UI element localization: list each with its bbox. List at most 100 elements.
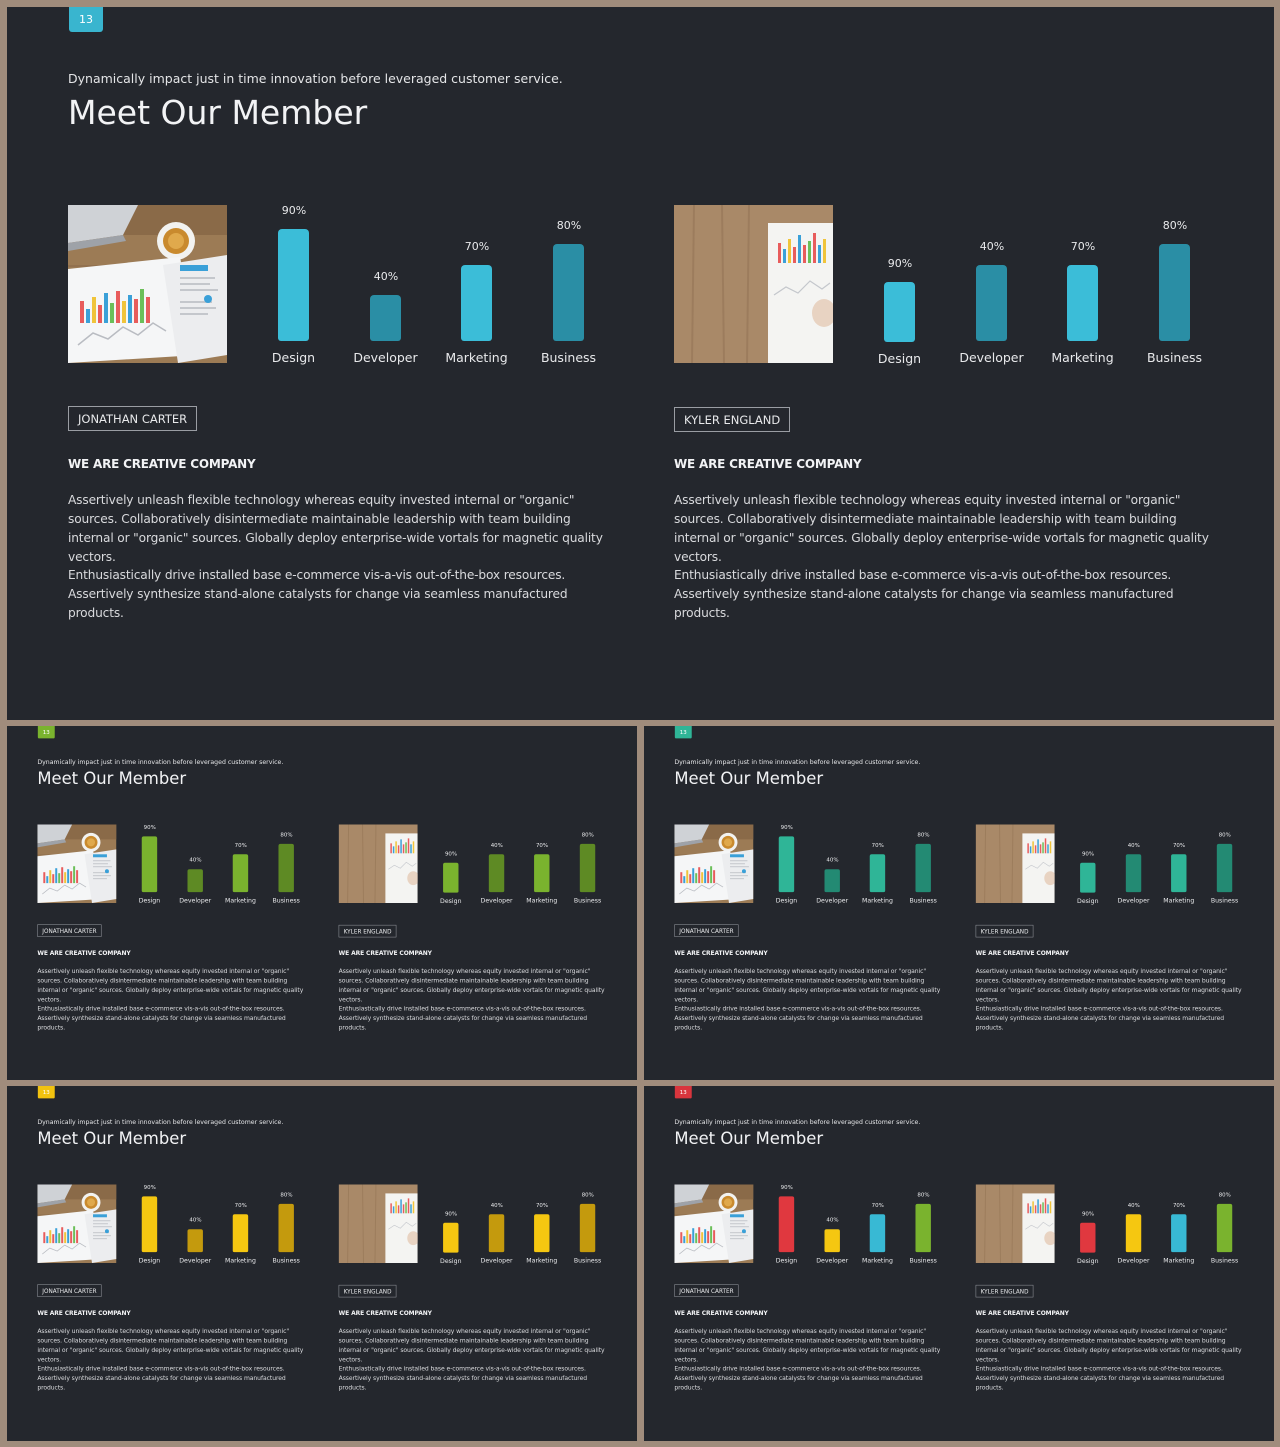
bar-value-label: 90% [143, 823, 156, 831]
slide-number-badge: 13 [674, 726, 692, 739]
bar-value-label: 40% [189, 856, 202, 864]
bar-rect [1216, 1203, 1233, 1253]
slide-content: 13 Dynamically impact just in time innov… [644, 726, 1274, 1080]
bar-rect [278, 229, 309, 341]
bar-category-label: Business [909, 1256, 937, 1265]
slide-title: Meet Our Member [68, 93, 368, 132]
company-heading: WE ARE CREATIVE COMPANY [975, 1309, 1069, 1317]
member-description-paragraph: Assertively unleash flexible technology … [37, 967, 304, 1003]
bar-rect [915, 843, 931, 893]
member-card-kyler-england: 90% Design 40% Developer 70% Marketing 80% Busi… [975, 726, 1274, 1080]
slide[interactable]: 13 Dynamically impact just in time innov… [644, 726, 1274, 1080]
bar-value-label: 80% [1162, 219, 1188, 232]
slide[interactable]: 13 Dynamically impact just in time innov… [7, 7, 1274, 720]
member-description-paragraph: Assertively unleash flexible technology … [37, 1327, 304, 1363]
bar-rect [278, 1203, 294, 1253]
bar-category-label: Design [1077, 1257, 1099, 1265]
bar-category-label: Design [440, 897, 462, 905]
bar-value-label: 80% [280, 831, 293, 838]
bar-value-label: 70% [1172, 841, 1186, 849]
bar-value-label: 80% [556, 219, 582, 232]
bar-value-label: 80% [1218, 1191, 1231, 1198]
member-photo [338, 1184, 418, 1264]
wood-desk-report-photo [975, 824, 1055, 904]
bar-rect [579, 1203, 596, 1253]
slide-number-badge: 13 [37, 1086, 55, 1099]
laptop-coffee-report-photo [37, 1184, 117, 1264]
member-photo [37, 824, 117, 904]
bar-category-label: Business [1210, 896, 1239, 905]
member-name-tag: KYLER ENGLAND [674, 407, 791, 432]
bar-category-label: Design [775, 1256, 798, 1265]
skills-bar-chart: 90% Design 40% Developer 70% Marketing 80% Busi… [674, 1086, 972, 1441]
bar-category-label: Marketing [861, 896, 893, 905]
slide[interactable]: 13 Dynamically impact just in time innov… [644, 1086, 1274, 1441]
skills-bar-chart: 90% Design 40% Developer 70% Marketing 80% Busi… [339, 726, 637, 1080]
member-description-paragraph: Enthusiastically drive installed base e-… [68, 568, 568, 620]
bar-value-label: 70% [1070, 240, 1096, 253]
bar-rect [976, 265, 1007, 341]
bar-value-label: 90% [281, 204, 307, 217]
wood-desk-report-photo [674, 205, 833, 363]
bar-category-label: Marketing [1051, 350, 1114, 365]
bar-rect [579, 843, 596, 893]
bar-rect [534, 1214, 550, 1253]
member-name-tag: JONATHAN CARTER [37, 924, 102, 937]
member-card-kyler-england: 90% Design 40% Developer 70% Marketing 80% Busi… [975, 1086, 1274, 1441]
skills-bar-chart: 90% Design 40% Developer 70% Marketing 80% Busi… [674, 726, 972, 1080]
member-name-tag: JONATHAN CARTER [674, 1284, 739, 1297]
wood-desk-report-photo [338, 824, 418, 904]
bar-rect [141, 836, 158, 893]
member-description-paragraph: Enthusiastically drive installed base e-… [674, 568, 1174, 620]
slide-number-badge: 13 [674, 1086, 692, 1099]
member-description-paragraph: Enthusiastically drive installed base e-… [37, 1004, 286, 1031]
slide-number-badge: 13 [37, 726, 55, 739]
bar-rect [141, 1196, 158, 1253]
member-description-paragraph: Assertively unleash flexible technology … [68, 493, 603, 564]
slide-content: 13 Dynamically impact just in time innov… [7, 7, 1274, 720]
bar-rect [778, 836, 795, 893]
skills-bar-chart: 90% Design 40% Developer 70% Marketing 80% Busi… [976, 1086, 1274, 1441]
bar-value-label: 80% [581, 1191, 594, 1198]
bar-category-label: Design [138, 1256, 161, 1265]
skills-bar-chart: 90% Design 40% Developer 70% Marketing 80% Busi… [976, 726, 1274, 1080]
bar-value-label: 70% [464, 240, 490, 253]
bar-value-label: 80% [917, 1191, 930, 1198]
bar-value-label: 70% [234, 841, 247, 849]
bar-rect [1080, 1222, 1096, 1253]
bar-value-label: 90% [1081, 850, 1095, 857]
member-description-paragraph: Enthusiastically drive installed base e-… [975, 1004, 1225, 1031]
member-description-paragraph: Assertively unleash flexible technology … [674, 493, 1209, 564]
bar-category-label: Developer [816, 896, 849, 905]
bar-category-label: Developer [480, 896, 513, 905]
bar-category-label: Business [1146, 350, 1203, 365]
slide[interactable]: 13 Dynamically impact just in time innov… [7, 726, 637, 1080]
member-card-kyler-england: 90% Design 40% Developer 70% Marketing 80% Busi… [338, 726, 637, 1080]
bar-category-label: Developer [959, 350, 1024, 365]
bar-category-label: Design [1077, 897, 1099, 905]
company-heading: WE ARE CREATIVE COMPANY [674, 457, 862, 471]
bar-value-label: 90% [444, 850, 458, 857]
bar-category-label: Developer [179, 1256, 212, 1265]
slide-subtitle: Dynamically impact just in time innovati… [674, 757, 921, 766]
bar-rect [278, 843, 294, 893]
slide-content: 13 Dynamically impact just in time innov… [7, 726, 637, 1080]
bar-rect [488, 1214, 505, 1253]
bar-rect [443, 862, 459, 893]
member-photo [975, 1184, 1055, 1264]
bar-value-label: 70% [1172, 1201, 1186, 1209]
member-card-kyler-england: 90% Design 40% Developer 70% Marketing 80% Busi… [674, 7, 1274, 720]
bar-category-label: Developer [1117, 896, 1150, 905]
bar-rect [534, 854, 550, 893]
bar-category-label: Developer [179, 896, 212, 905]
company-heading: WE ARE CREATIVE COMPANY [338, 1309, 432, 1317]
member-photo [674, 1184, 754, 1264]
bar-rect [232, 1214, 249, 1253]
slide[interactable]: 13 Dynamically impact just in time innov… [7, 1086, 637, 1441]
bar-rect [1125, 1214, 1142, 1253]
bar-rect [1067, 265, 1098, 341]
bar-category-label: Marketing [526, 1256, 558, 1265]
bar-rect [778, 1196, 795, 1253]
bar-category-label: Design [775, 896, 798, 905]
bar-value-label: 90% [887, 257, 913, 270]
